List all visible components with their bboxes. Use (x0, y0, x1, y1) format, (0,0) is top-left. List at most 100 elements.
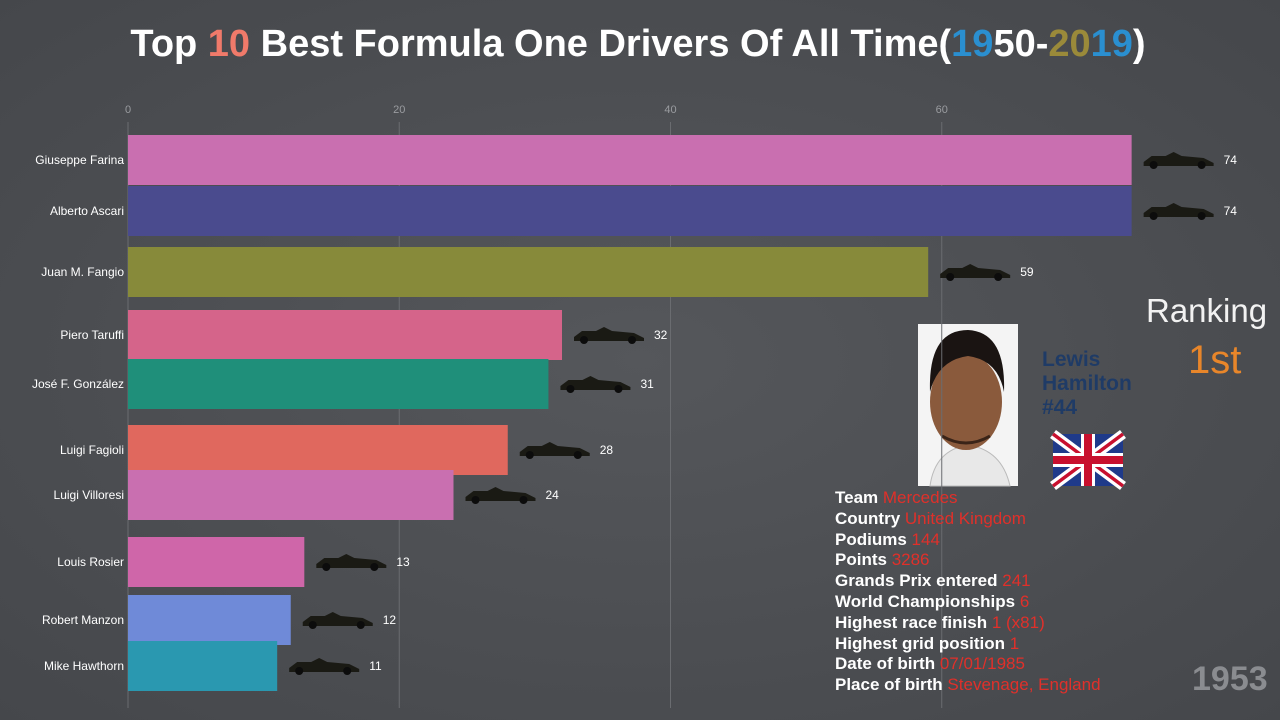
category-label: Robert Manzon (42, 613, 124, 627)
car-wheel (471, 496, 480, 504)
car-wheel (946, 273, 955, 281)
detail-label: Place of birth (835, 675, 943, 695)
car-icon (1143, 203, 1214, 220)
car-wheel (573, 451, 582, 459)
detail-row: Place of birth Stevenage, England (835, 675, 1101, 696)
title-part: Top (130, 23, 207, 65)
x-tick-label: 60 (936, 104, 948, 116)
bar (128, 359, 549, 409)
driver-number: #44 (1042, 396, 1078, 419)
title-part: 19 (1091, 23, 1133, 65)
bar (128, 425, 508, 475)
title-part: 10 (208, 23, 250, 65)
car-icon (560, 376, 631, 393)
car-icon (465, 487, 536, 504)
car-wheel (356, 621, 365, 629)
detail-value: 6 (1019, 591, 1030, 611)
car-wheel (1197, 212, 1206, 220)
category-label: Mike Hawthorn (44, 659, 124, 673)
detail-value: 3286 (891, 550, 930, 570)
detail-value: 144 (911, 529, 940, 549)
category-label: José F. González (32, 377, 124, 391)
detail-row: World Championships 6 (835, 592, 1101, 613)
car-wheel (1197, 161, 1206, 169)
car-wheel (1149, 212, 1158, 220)
year: 1953 (1192, 660, 1268, 698)
ranking-label: Ranking (1146, 292, 1268, 329)
car-wheel (322, 563, 331, 571)
x-tick-label: 20 (393, 104, 405, 116)
car-icon (574, 327, 644, 344)
value-label: 74 (1224, 204, 1238, 218)
car-wheel (370, 563, 379, 571)
detail-label: Team (835, 488, 879, 507)
detail-label: Highest grid position (835, 633, 1005, 653)
detail-row: Country United Kingdom (835, 509, 1101, 530)
title-part: 50- (993, 23, 1048, 65)
car-body (289, 658, 360, 672)
chart-title: Top 10 Best Formula One Drivers Of All T… (130, 23, 1145, 65)
value-label: 59 (1020, 265, 1034, 279)
title-part: ) (1133, 23, 1146, 65)
detail-row: Highest grid position 1 (835, 634, 1101, 655)
detail-value: 241 (1002, 571, 1031, 591)
category-label: Luigi Villoresi (54, 488, 124, 502)
car-wheel (1149, 161, 1158, 169)
detail-row: Team Mercedes (835, 488, 1101, 509)
car-icon (1143, 152, 1214, 169)
detail-row: Date of birth 07/01/1985 (835, 654, 1101, 675)
value-label: 28 (600, 443, 614, 457)
bar (128, 186, 1132, 236)
bar (128, 247, 929, 297)
category-label: Juan M. Fangio (41, 265, 124, 279)
detail-value: 1 (x81) (991, 612, 1045, 632)
detail-value: 1 (1009, 633, 1020, 653)
detail-label: Grands Prix entered (835, 571, 998, 591)
bar (128, 135, 1132, 185)
detail-row: Highest race finish 1 (x81) (835, 613, 1101, 634)
driver: Lewis Hamilton #44 (1042, 348, 1152, 420)
category-label: Alberto Ascari (50, 204, 124, 218)
car-body (465, 487, 536, 501)
rank: 1st (1188, 338, 1242, 382)
x-tick-label: 40 (664, 104, 676, 116)
portrait (918, 324, 1018, 487)
detail-label: Date of birth (835, 654, 936, 674)
category-label: Piero Taruffi (60, 328, 124, 342)
category-label: Giuseppe Farina (35, 153, 124, 167)
value-label: 32 (654, 328, 668, 342)
car-wheel (628, 336, 636, 344)
bar (128, 641, 278, 691)
car-wheel (525, 451, 534, 459)
detail-label: Points (835, 550, 887, 570)
bar (128, 470, 454, 520)
car-body (316, 554, 387, 568)
value-label: 74 (1224, 153, 1238, 167)
detail-value: Mercedes (882, 488, 958, 507)
bar (128, 595, 291, 645)
title-part: 20 (1048, 23, 1090, 65)
driver-name: Lewis Hamilton (1042, 348, 1132, 395)
car-body (1143, 152, 1214, 166)
car-body (574, 327, 644, 341)
car-icon (289, 658, 360, 675)
detail-value: 07/01/1985 (939, 654, 1025, 674)
detail-label: Country (835, 508, 901, 528)
value-label: 11 (369, 659, 382, 673)
x-tick-label: 0 (125, 104, 131, 116)
title-part: Best Formula One Drivers Of All Time( (250, 23, 951, 65)
car-wheel (343, 667, 352, 675)
car-icon (302, 612, 373, 629)
detail-value: Stevenage, England (947, 675, 1101, 695)
title-part: 19 (951, 23, 993, 65)
category-label: Luigi Fagioli (60, 443, 124, 457)
car-body (519, 442, 590, 456)
detail-value: United Kingdom (904, 508, 1026, 528)
value-label: 13 (396, 555, 410, 569)
car-wheel (295, 667, 304, 675)
driver-details: Team Mercedes Country United Kingdom Podiu… (835, 488, 1101, 696)
car-wheel (308, 621, 317, 629)
detail-label: World Championships (835, 591, 1016, 611)
